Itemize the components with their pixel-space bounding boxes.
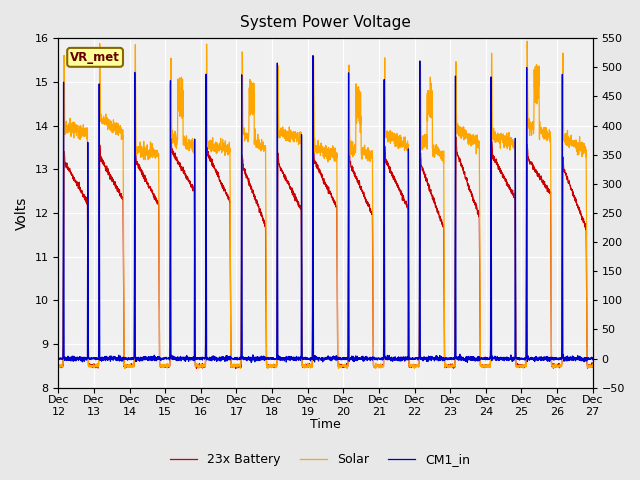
Y-axis label: Volts: Volts xyxy=(15,196,29,229)
23x Battery xyxy=(54,365,62,371)
Line: 23x Battery: 23x Battery xyxy=(58,137,593,369)
23x Battery xyxy=(232,366,239,372)
Line: CM1_in: CM1_in xyxy=(58,56,593,362)
CM1_in xyxy=(147,354,155,360)
Title: System Power Voltage: System Power Voltage xyxy=(240,15,411,30)
23x Battery xyxy=(147,188,155,194)
Solar xyxy=(579,145,586,151)
Solar xyxy=(115,129,123,134)
Solar xyxy=(54,362,62,368)
CM1_in xyxy=(521,357,529,363)
CM1_in xyxy=(115,356,123,361)
23x Battery xyxy=(579,214,586,220)
23x Battery xyxy=(589,362,596,368)
CM1_in xyxy=(54,355,62,360)
CM1_in xyxy=(579,356,586,362)
CM1_in xyxy=(283,355,291,361)
CM1_in xyxy=(248,360,255,365)
Solar xyxy=(524,38,531,44)
Solar xyxy=(147,154,155,159)
Line: Solar: Solar xyxy=(58,41,593,369)
Solar xyxy=(521,363,529,369)
23x Battery xyxy=(283,178,291,183)
Solar xyxy=(283,133,291,139)
Text: VR_met: VR_met xyxy=(70,51,120,64)
Solar xyxy=(260,142,268,148)
Solar xyxy=(121,366,129,372)
CM1_in xyxy=(589,357,596,362)
23x Battery xyxy=(452,134,460,140)
CM1_in xyxy=(309,53,317,59)
23x Battery xyxy=(115,187,123,192)
Solar xyxy=(589,361,596,367)
Legend: 23x Battery, Solar, CM1_in: 23x Battery, Solar, CM1_in xyxy=(164,448,476,471)
CM1_in xyxy=(260,355,268,360)
23x Battery xyxy=(260,216,268,222)
X-axis label: Time: Time xyxy=(310,419,341,432)
23x Battery xyxy=(521,364,529,370)
